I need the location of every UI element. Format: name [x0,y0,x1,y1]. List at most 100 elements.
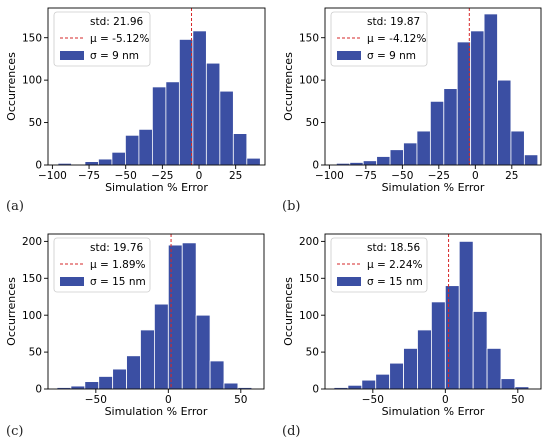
histogram-bar [246,157,261,166]
y-tick-label: 150 [299,273,319,285]
histogram-bar [98,158,113,166]
histogram-bar [178,39,194,166]
axes-frame [47,7,266,166]
histogram-bar [232,133,248,166]
legend-std-text: std: 18.56 [367,242,421,254]
x-tick-label: −50 [85,394,107,406]
y-axis-label: Occurrences [5,277,18,346]
histogram-bar [500,378,516,390]
y-tick-label: 150 [22,32,42,44]
x-tick-label: 0 [165,394,172,406]
legend-bar-swatch [60,51,84,60]
axes-frame [324,7,542,166]
histogram-bar [389,362,404,390]
y-tick-label: 100 [299,75,319,87]
histogram-bar [376,156,391,166]
panel-label-c: (c) [6,424,24,439]
histogram-bar [98,376,114,390]
histogram-bar [154,303,169,390]
histogram-bar [111,151,126,166]
x-axis-label: Simulation % Error [382,405,485,418]
y-tick-label: 100 [299,310,319,322]
legend-sigma-text: σ = 9 nm [367,50,416,62]
x-tick-label: 50 [511,394,524,406]
histogram-bar [361,379,377,390]
x-tick-label: 25 [505,170,518,182]
histogram-bar [403,348,418,390]
histogram-bar [84,161,99,166]
histogram-bar [125,134,140,166]
histogram-panel: −50 0 50 0 50 100 150 200 Simulation % Error Occu… [282,233,542,418]
legend-sigma-text: σ = 15 nm [90,276,146,288]
histogram-bar [443,88,458,166]
axes-frame [47,233,265,390]
panel-label-b: (b) [282,199,301,214]
y-tick-label: 50 [306,117,319,129]
histogram-bar [138,128,153,166]
legend-mean-text: μ = -4.12% [367,33,426,45]
histogram-bar [458,240,474,390]
panel-label-d: (d) [282,424,301,439]
histogram-bar [126,355,141,390]
histogram-bar [223,382,239,390]
y-tick-label: 50 [306,347,319,359]
histogram-bar [140,329,155,390]
y-tick-label: 50 [29,347,42,359]
histogram-bar [205,62,221,166]
histogram-bar [429,100,445,166]
x-tick-label: −100 [315,170,344,182]
legend-mean-text: μ = -5.12% [90,33,149,45]
histogram-bar [362,160,378,166]
legend-mean-text: μ = 1.89% [90,259,146,271]
histogram-bar [510,130,525,166]
histogram-bar [112,368,127,390]
y-tick-label: 100 [22,310,42,322]
histogram-bar [472,311,488,390]
x-axis-label: Simulation % Error [105,181,208,194]
x-tick-label: −100 [38,170,67,182]
y-tick-label: 0 [312,160,319,172]
x-tick-label: −50 [362,394,384,406]
histogram-bar [389,149,404,166]
histogram-bar [165,81,180,166]
y-tick-label: 100 [22,75,42,87]
histogram-bar [192,30,207,166]
histogram-bar [483,13,498,166]
x-tick-label: 50 [234,394,247,406]
y-tick-label: 150 [299,32,319,44]
y-axis-label: Occurrences [5,52,18,121]
histogram-panel: −100 −75 −50 −25 0 25 0 50 100 150 Simulation % Er… [5,7,266,194]
x-tick-label: −50 [391,170,413,182]
y-tick-label: 150 [22,273,42,285]
legend-sigma-text: σ = 9 nm [90,50,139,62]
legend: std: 19.76 μ = 1.89% σ = 15 nm [53,237,151,293]
histogram-bar [209,360,225,390]
histogram-panel: −100 −75 −50 −25 0 25 0 50 100 150 Simulation % Er… [282,7,542,194]
x-tick-label: 0 [196,170,203,182]
y-tick-label: 0 [35,160,42,172]
histogram-bar [456,41,472,166]
y-tick-label: 200 [22,236,42,248]
y-tick-label: 0 [35,384,42,396]
x-tick-label: 25 [229,170,242,182]
histogram-bar [470,30,485,166]
x-tick-label: −75 [78,170,100,182]
histogram-bar [523,154,539,166]
histogram-bar [219,90,234,166]
x-tick-label: 0 [442,394,449,406]
legend: std: 21.96 μ = -5.12% σ = 9 nm [53,11,151,67]
legend-std-text: std: 19.87 [367,16,420,28]
histogram-bar [486,348,502,390]
histogram-bar [417,329,432,390]
legend-sigma-text: σ = 15 nm [367,276,423,288]
histogram-bar [181,242,197,390]
histogram-bar [151,86,167,166]
x-axis-label: Simulation % Error [105,405,208,418]
y-tick-label: 0 [312,384,319,396]
y-axis-label: Occurrences [282,277,295,346]
legend-bar-swatch [60,277,84,286]
x-tick-label: −25 [428,170,450,182]
x-axis-label: Simulation % Error [382,181,485,194]
legend-std-text: std: 19.76 [90,242,144,254]
